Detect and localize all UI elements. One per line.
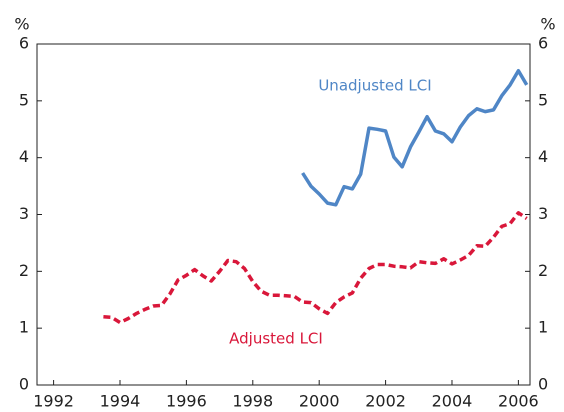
series-label: Unadjusted LCI	[318, 77, 431, 95]
y-tick-label: 6	[19, 34, 29, 53]
y-tick-label: 3	[19, 204, 29, 223]
y2-tick-label: 2	[538, 261, 548, 280]
x-tick-label: 1992	[33, 392, 74, 411]
series-label: Adjusted LCI	[229, 330, 323, 348]
y-tick-label: 1	[19, 318, 29, 337]
line-series	[103, 211, 528, 325]
y2-tick-label: 4	[538, 147, 548, 166]
x-tick-label: 2004	[432, 392, 473, 411]
x-tick-label: 2006	[498, 392, 539, 411]
x-tick-label: 1994	[100, 392, 141, 411]
x-tick-label: 2002	[365, 392, 406, 411]
y2-tick-label: 0	[538, 375, 548, 394]
y2-tick-label: 1	[538, 318, 548, 337]
y-tick-label: 5	[19, 90, 29, 109]
x-tick-label: 2000	[299, 392, 340, 411]
y-tick-label: 4	[19, 147, 29, 166]
y-tick-label: 2	[19, 261, 29, 280]
x-tick-label: 1996	[166, 392, 207, 411]
line-series	[301, 68, 529, 207]
y-tick-label: 0	[19, 375, 29, 394]
y2-axis-label: %	[540, 15, 555, 34]
x-tick-label: 1998	[232, 392, 273, 411]
y2-tick-label: 6	[538, 34, 548, 53]
y-axis-label: %	[14, 15, 29, 34]
y2-tick-label: 3	[538, 204, 548, 223]
y2-tick-label: 5	[538, 90, 548, 109]
